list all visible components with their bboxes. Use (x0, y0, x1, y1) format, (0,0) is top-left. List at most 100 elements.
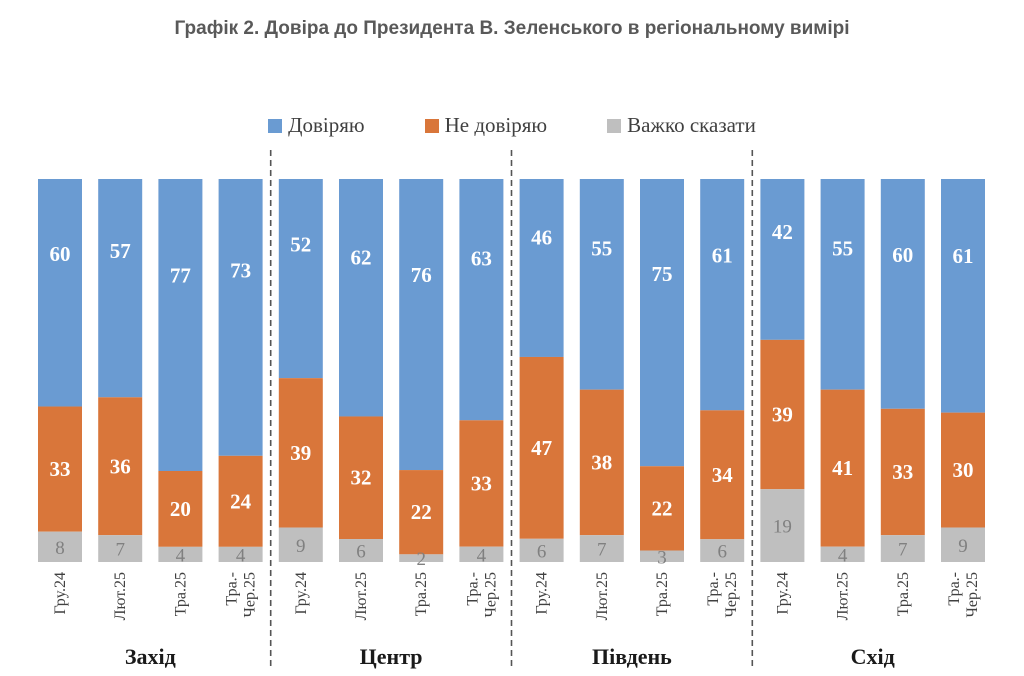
bar-segment-distrust (98, 397, 143, 536)
data-label-distrust: 32 (351, 466, 372, 490)
bar-segment-trust (399, 179, 444, 471)
data-label-trust: 77 (170, 263, 191, 287)
data-label-distrust: 33 (892, 460, 913, 484)
data-label-unsure: 6 (356, 542, 366, 563)
bar-segment-unsure (941, 527, 985, 562)
bar-segment-unsure (339, 539, 383, 562)
data-label-trust: 52 (290, 233, 311, 257)
category-tick-label: Гру.24 (534, 572, 551, 614)
data-label-trust: 61 (712, 243, 733, 267)
bar-segment-distrust (941, 412, 985, 528)
data-label-unsure: 19 (773, 517, 792, 538)
category-tick-label: Гру.24 (774, 572, 791, 614)
bar-segment-trust (218, 179, 263, 456)
data-label-unsure: 7 (898, 540, 908, 561)
bar-segment-trust (880, 179, 925, 409)
bar-segment-trust (941, 179, 985, 413)
region-label: Захід (125, 644, 176, 669)
data-label-unsure: 4 (477, 545, 487, 566)
category-tick-label: Тра.- (464, 572, 481, 606)
category-tick-label: Лют.25 (353, 572, 370, 620)
data-label-distrust: 38 (591, 450, 612, 474)
legend-label-unsure: Важко сказати (627, 113, 756, 137)
bar-segment-unsure (880, 535, 925, 562)
data-label-trust: 62 (351, 245, 372, 269)
data-label-trust: 61 (953, 244, 974, 268)
bar-segment-unsure (760, 489, 805, 562)
bar-segment-trust (700, 179, 745, 411)
data-label-trust: 63 (471, 247, 492, 271)
category-tick-label: Лют.25 (835, 572, 852, 620)
data-label-unsure: 4 (236, 545, 246, 566)
category-tick-label: Чер.25 (482, 572, 499, 618)
legend-item-distrust: Не довіряю (424, 113, 547, 138)
data-label-distrust: 24 (230, 489, 252, 513)
bar-segment-trust (579, 179, 624, 390)
data-label-unsure: 3 (657, 547, 667, 568)
bar-segment-unsure (519, 538, 564, 562)
legend-item-unsure: Важко сказати (607, 113, 756, 138)
bar-segment-distrust (579, 389, 624, 536)
bar-segment-trust (98, 179, 143, 398)
bar-segment-trust (640, 179, 684, 467)
bar-segment-distrust (218, 455, 263, 547)
data-label-distrust: 41 (832, 456, 853, 480)
category-tick-label: Тра.25 (413, 572, 430, 616)
category-tick-label: Лют.25 (594, 572, 611, 620)
legend-swatch-trust (268, 118, 283, 133)
bar-segment-unsure (459, 546, 504, 562)
bar-segment-unsure (158, 546, 203, 562)
category-tick-label: Лют.25 (112, 572, 129, 620)
chart-title: Графік 2. Довіра до Президента В. Зеленс… (174, 18, 850, 39)
category-tick-label: Тра.- (705, 572, 722, 606)
data-label-trust: 55 (832, 237, 853, 261)
category-tick-label: Гру.24 (293, 572, 310, 614)
data-label-unsure: 9 (296, 536, 306, 557)
data-label-unsure: 4 (838, 545, 848, 566)
data-label-distrust: 39 (772, 403, 793, 427)
data-label-unsure: 7 (115, 540, 125, 561)
data-label-distrust: 22 (652, 496, 673, 520)
category-tick-label: Чер.25 (723, 572, 740, 618)
data-label-distrust: 36 (110, 454, 131, 478)
category-tick-label: Тра.- (224, 572, 241, 606)
bar-segment-trust (278, 179, 323, 379)
bar-segment-distrust (760, 339, 805, 490)
region-label: Схід (851, 644, 895, 669)
bar-segment-distrust (38, 406, 82, 532)
bar-segment-distrust (519, 356, 564, 539)
bar-segment-unsure (640, 550, 684, 562)
bar-segment-distrust (278, 378, 323, 528)
bar-segment-distrust (158, 470, 203, 547)
data-label-trust: 46 (531, 226, 552, 250)
data-label-unsure: 4 (176, 545, 186, 566)
data-label-trust: 73 (230, 258, 251, 282)
legend-swatch-unsure (607, 118, 622, 133)
bar-segment-unsure (38, 531, 82, 562)
data-label-trust: 75 (652, 262, 673, 286)
category-tick-label: Тра.25 (654, 572, 671, 616)
region-label: Південь (592, 644, 672, 669)
bar-segment-unsure (700, 539, 745, 562)
data-label-distrust: 22 (411, 500, 432, 524)
bar-segment-trust (760, 179, 805, 340)
bar-segment-unsure (579, 535, 624, 562)
bar-segment-trust (38, 179, 82, 407)
data-label-unsure: 7 (597, 540, 607, 561)
bar-segment-trust (158, 179, 203, 471)
bar-segment-trust (820, 179, 865, 390)
bar-segment-distrust (880, 408, 925, 536)
data-label-trust: 57 (110, 239, 131, 263)
bar-segment-unsure (399, 554, 444, 562)
bar-segment-unsure (820, 546, 865, 562)
data-label-distrust: 39 (290, 441, 311, 465)
data-label-trust: 42 (772, 220, 793, 244)
bar-segment-distrust (339, 416, 383, 540)
chart-legend: Довіряю Не довіряю Важко сказати (0, 113, 1024, 138)
data-label-unsure: 9 (958, 536, 968, 557)
category-tick-label: Гру.24 (52, 572, 69, 614)
bar-segment-unsure (278, 527, 323, 562)
data-label-distrust: 47 (531, 436, 552, 460)
bar-segment-distrust (640, 466, 684, 551)
